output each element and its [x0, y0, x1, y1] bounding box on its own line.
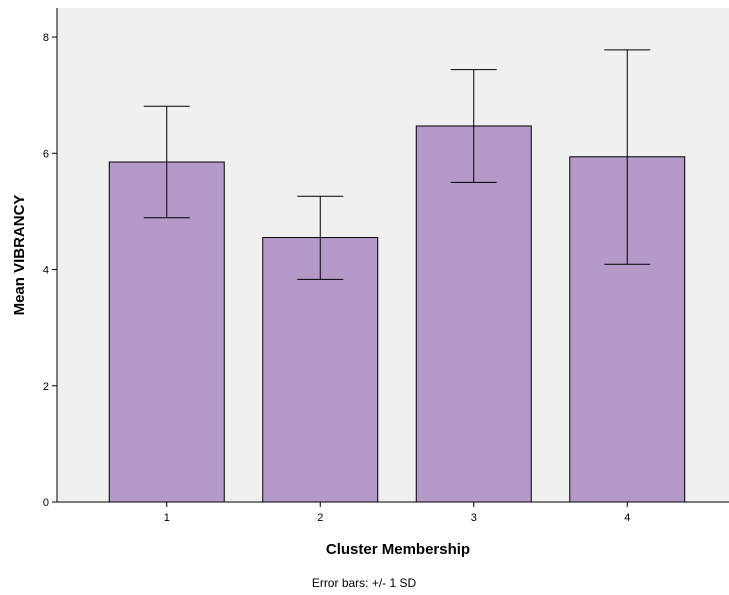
bar-cluster-3 — [415, 125, 532, 503]
y-axis-title: Mean VIBRANCY — [11, 195, 28, 316]
x-tick-label: 2 — [317, 512, 323, 524]
x-tick-label: 1 — [164, 512, 170, 524]
y-tick-label: 6 — [43, 148, 49, 160]
bar-cluster-1 — [108, 161, 225, 503]
error-bar-cluster-2 — [297, 195, 344, 280]
x-axis: 1 2 3 4 — [57, 501, 729, 524]
y-axis: 0 2 4 6 8 — [43, 8, 58, 509]
bars — [108, 125, 686, 503]
error-bar-cluster-3 — [450, 69, 497, 183]
x-axis-title: Cluster Membership — [326, 541, 470, 558]
error-bar-footnote: Error bars: +/- 1 SD — [312, 576, 417, 590]
error-bar-cluster-1 — [143, 105, 190, 219]
y-tick-label: 2 — [43, 381, 49, 393]
y-tick-label: 0 — [43, 497, 49, 509]
error-bar-cluster-4 — [604, 49, 651, 265]
y-tick-label: 4 — [43, 265, 49, 277]
x-tick-label: 4 — [624, 512, 630, 524]
error-bars — [143, 49, 651, 280]
y-tick-label: 8 — [43, 32, 49, 44]
bar-cluster-2 — [262, 237, 379, 503]
x-tick-label: 3 — [471, 512, 477, 524]
